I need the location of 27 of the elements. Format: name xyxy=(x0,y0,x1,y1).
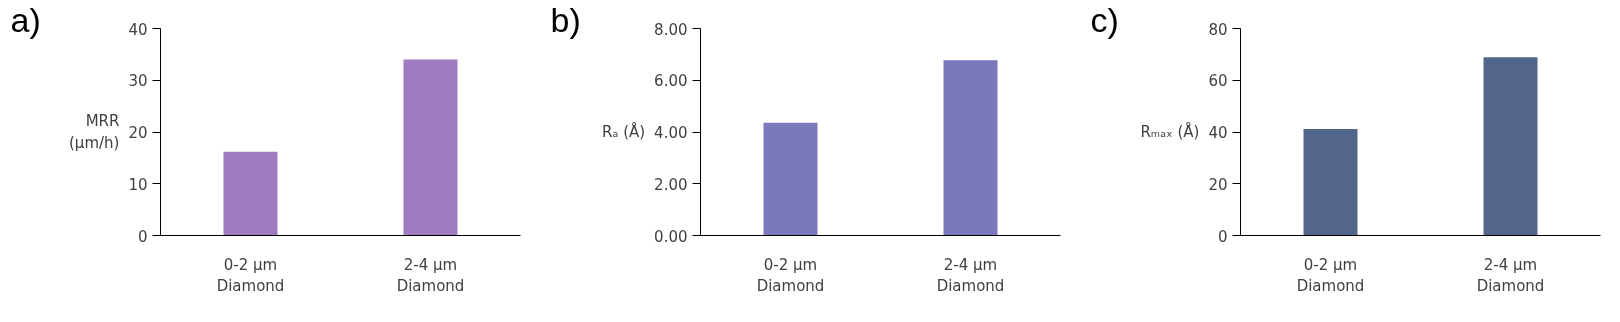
y-tick-label: 0 xyxy=(1217,227,1228,246)
x-tick-label: 0-2 µm Diamond xyxy=(216,255,285,296)
x-tick-label: 2-4 µm Diamond xyxy=(936,255,1005,296)
chart-title: b) xyxy=(550,0,581,39)
y-tick-label: 80 xyxy=(1208,20,1228,39)
y-tick-label: 10 xyxy=(128,175,148,194)
y-tick-label: 8.00 xyxy=(654,20,688,39)
x-tick-label: 2-4 µm Diamond xyxy=(396,255,465,296)
y-tick-label: 40 xyxy=(128,20,148,39)
y-tick-label: 2.00 xyxy=(654,175,688,194)
y-tick-label: 20 xyxy=(128,124,148,142)
y-tick-label: 30 xyxy=(128,72,148,91)
chart-title: a) xyxy=(10,0,41,39)
y-tick-label: 40 xyxy=(1208,124,1228,142)
x-tick-label: 0-2 µm Diamond xyxy=(1296,255,1365,296)
y-axis-title: Rₐ (Å) xyxy=(602,122,646,141)
y-tick-label: 4.00 xyxy=(654,124,688,142)
y-axis-title: MRR (µm/h) xyxy=(68,112,120,152)
y-tick-label: 0 xyxy=(137,227,148,246)
x-tick-label: 2-4 µm Diamond xyxy=(1476,255,1545,296)
chart-title: c) xyxy=(1090,0,1119,39)
y-tick-label: 20 xyxy=(1208,175,1228,194)
y-tick-label: 0.00 xyxy=(654,227,688,246)
y-axis-title: Rₘₐₓ (Å) xyxy=(1140,122,1200,141)
y-tick-label: 60 xyxy=(1208,72,1228,91)
x-tick-label: 0-2 µm Diamond xyxy=(756,255,825,296)
y-tick-label: 6.00 xyxy=(654,72,688,91)
